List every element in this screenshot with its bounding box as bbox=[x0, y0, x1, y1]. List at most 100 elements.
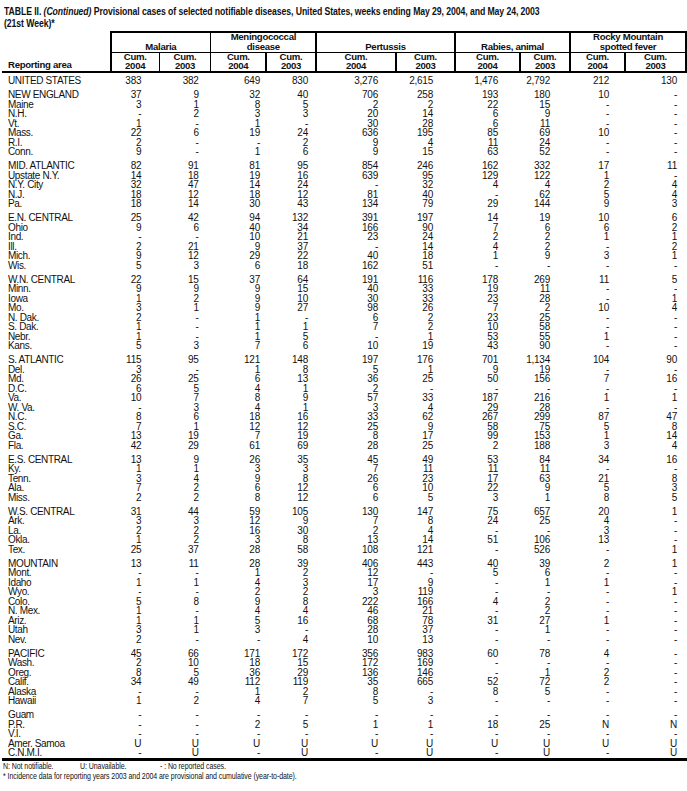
table-row: S.C.711212259587558 bbox=[0, 422, 687, 432]
cell: 406 bbox=[316, 559, 396, 569]
cell: - bbox=[159, 606, 210, 616]
cell: - bbox=[570, 261, 625, 271]
cell: 7 bbox=[316, 322, 396, 332]
cell: - bbox=[570, 365, 625, 375]
cell: 43 bbox=[266, 199, 316, 209]
cell: 5 bbox=[266, 720, 316, 730]
cell: 1 bbox=[159, 422, 210, 432]
cell: 5 bbox=[159, 384, 210, 394]
table-row: Mass.2261924636195856910- bbox=[0, 128, 687, 138]
column-group-header: Pertussis bbox=[317, 32, 454, 51]
cell: 1 bbox=[570, 393, 625, 403]
table-row: Conn.9-169156352-- bbox=[0, 147, 687, 157]
table-row: Hawaii124753---- bbox=[0, 696, 687, 706]
cell: 3,276 bbox=[316, 76, 396, 86]
cell: 12 bbox=[266, 190, 316, 200]
cell: - bbox=[520, 696, 570, 706]
cell: - bbox=[266, 729, 316, 739]
cell: 144 bbox=[520, 199, 570, 209]
cum-year-text: 2004 bbox=[346, 62, 366, 71]
cell: 119 bbox=[266, 677, 316, 687]
cell: - bbox=[570, 138, 625, 148]
table-row: PACIFIC456617117235698360784- bbox=[0, 649, 687, 659]
cell: U bbox=[570, 739, 625, 749]
cell: - bbox=[455, 729, 520, 739]
table-row: Iowa1291030332328-1 bbox=[0, 294, 687, 304]
cell: 3 bbox=[316, 403, 396, 413]
cell: 10 bbox=[316, 341, 396, 351]
cell: 45 bbox=[316, 455, 396, 465]
cell: 3 bbox=[111, 100, 159, 110]
row-label: Nev. bbox=[0, 635, 111, 645]
row-label: Pa. bbox=[0, 199, 111, 209]
cell: 10 bbox=[570, 303, 625, 313]
cell: 129 bbox=[455, 171, 520, 181]
cell: U bbox=[455, 739, 520, 749]
table-body: UNITED STATES3833826498303,2762,6151,476… bbox=[0, 76, 687, 758]
cell: 8 bbox=[266, 535, 316, 545]
legend-not-notifiable: N: Not notifiable. bbox=[3, 761, 53, 771]
cell: 5 bbox=[520, 687, 570, 697]
cell: 9 bbox=[316, 138, 396, 148]
cell: 23 bbox=[455, 294, 520, 304]
cum-year-text: 2003 bbox=[645, 62, 665, 71]
row-label: C.N.M.I. bbox=[0, 748, 111, 758]
cell: - bbox=[396, 568, 455, 578]
table-row: Vt.1-1-3028611-- bbox=[0, 119, 687, 129]
cell: 636 bbox=[316, 128, 396, 138]
cell: U bbox=[111, 739, 159, 749]
cell: 2 bbox=[111, 493, 159, 503]
cell: 2 bbox=[159, 535, 210, 545]
cell: 1 bbox=[159, 100, 210, 110]
cell: U bbox=[520, 748, 570, 758]
cell: 5 bbox=[455, 568, 520, 578]
cell: 58 bbox=[266, 545, 316, 555]
reporting-area-header: Reporting area bbox=[8, 54, 72, 70]
cell: 9 bbox=[266, 393, 316, 403]
cell: 10 bbox=[266, 294, 316, 304]
table-row: N.H.-233201469-- bbox=[0, 109, 687, 119]
cell: - bbox=[159, 332, 210, 342]
cell: 9 bbox=[520, 251, 570, 261]
cell: 21 bbox=[266, 232, 316, 242]
cell: 15 bbox=[266, 658, 316, 668]
cell: 10 bbox=[159, 658, 210, 668]
cell: 17 bbox=[316, 578, 396, 588]
table-row: Mont.--1212-56-- bbox=[0, 568, 687, 578]
cell: 7 bbox=[316, 516, 396, 526]
cell: 2 bbox=[570, 677, 625, 687]
cell: 6 bbox=[159, 128, 210, 138]
cell: 42 bbox=[159, 213, 210, 223]
table-row: Ill.221937-1442-2 bbox=[0, 242, 687, 252]
cell: 134 bbox=[316, 199, 396, 209]
cell: 34 bbox=[111, 677, 159, 687]
cell: U bbox=[316, 739, 396, 749]
cell: 13 bbox=[111, 559, 159, 569]
column-subheader: Cum.2004 bbox=[111, 53, 159, 71]
cell: 136 bbox=[316, 668, 396, 678]
cell: 25 bbox=[111, 545, 159, 555]
cell: 90 bbox=[520, 341, 570, 351]
cell: 7 bbox=[266, 696, 316, 706]
table-row: Guam---------- bbox=[0, 710, 687, 720]
cell: 1 bbox=[159, 578, 210, 588]
cell: 43 bbox=[455, 341, 520, 351]
cell: 197 bbox=[316, 355, 396, 365]
table-row: Oreg.853629136146-12- bbox=[0, 668, 687, 678]
cell: 30 bbox=[211, 199, 266, 209]
cell: 1 bbox=[455, 251, 520, 261]
cell: 24 bbox=[266, 128, 316, 138]
table-row: Va.10789573318721611 bbox=[0, 393, 687, 403]
cell: 2 bbox=[266, 568, 316, 578]
row-label: Ind. bbox=[0, 232, 111, 242]
column-subheader: Cum.2003 bbox=[625, 53, 686, 71]
cell: 7 bbox=[570, 374, 625, 384]
cell: - bbox=[316, 710, 396, 720]
cell: 5 bbox=[266, 332, 316, 342]
cell: - bbox=[159, 587, 210, 597]
cell: 356 bbox=[316, 649, 396, 659]
cell: 20 bbox=[570, 507, 625, 517]
cell: 5 bbox=[316, 365, 396, 375]
cum-year-text: 2004 bbox=[125, 62, 145, 71]
cell: 1 bbox=[266, 322, 316, 332]
